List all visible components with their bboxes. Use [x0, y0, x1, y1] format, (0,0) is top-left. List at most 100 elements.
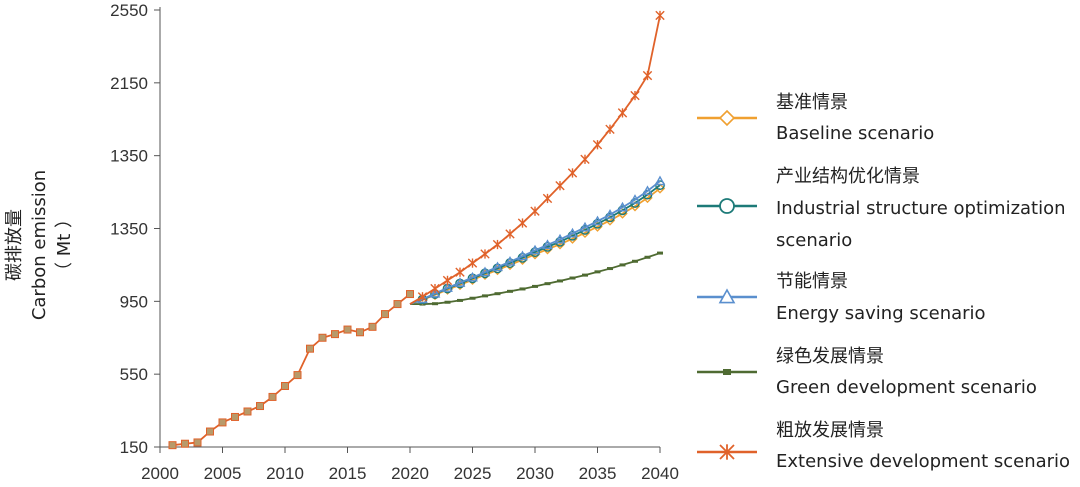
data-point: [517, 250, 528, 261]
data-point: [454, 277, 466, 287]
y-axis-label-cn: 碳排放量: [4, 209, 25, 281]
data-point: [455, 267, 465, 277]
history-point: [206, 427, 214, 436]
legend-marker: [723, 369, 731, 375]
data-point: [642, 70, 653, 81]
x-tick-label: 2040: [641, 464, 679, 483]
legend-marker: [718, 288, 736, 304]
y-tick-label: 1350: [110, 147, 148, 166]
legend-item: 绿色发展情景 Green development scenario: [697, 346, 1037, 398]
data-point: [517, 218, 528, 228]
legend-label-cn: 产业结构优化情景: [776, 166, 920, 187]
legend-label-en: Extensive development scenario: [776, 451, 1070, 472]
legend-label-en: scenario: [776, 230, 852, 251]
legend-label-en: Industrial structure optimization: [776, 198, 1066, 219]
legend-label-cn: 基准情景: [776, 92, 848, 113]
data-point: [417, 292, 428, 302]
history-point: [218, 418, 227, 427]
data-point: [505, 229, 515, 239]
y-axis-label: 碳排放量 Carbon emission （ Mt ）: [4, 170, 75, 320]
data-point: [492, 261, 503, 272]
data-point: [479, 266, 491, 277]
data-point: [654, 175, 666, 186]
data-point: [554, 233, 566, 244]
data-point: [542, 193, 553, 204]
legend-item: 节能情景 Energy saving scenario: [697, 271, 986, 324]
y-tick-label: 2150: [110, 74, 148, 93]
data-point: [567, 227, 578, 238]
legend-item: 产业结构优化情景 Industrial structure optimizatio…: [697, 166, 1066, 251]
x-tick-label: 2025: [454, 464, 492, 483]
legend-marker: [719, 444, 735, 460]
data-point: [580, 154, 590, 165]
series-history: [168, 290, 414, 450]
data-point: [592, 215, 603, 226]
data-point: [592, 140, 603, 150]
history-point: [343, 325, 352, 334]
data-point: [442, 275, 453, 286]
data-point: [642, 185, 653, 196]
data-point: [529, 244, 541, 255]
data-point: [492, 239, 503, 250]
legend-marker: [718, 109, 736, 127]
data-point: [567, 168, 578, 178]
data-point: [629, 194, 641, 204]
legend-label-cn: 节能情景: [776, 271, 848, 292]
history-point: [306, 344, 314, 353]
plot-area: [168, 10, 666, 450]
y-axis-label-en: Carbon emission: [29, 170, 50, 320]
legend-item: 基准情景 Baseline scenario: [697, 92, 934, 144]
legend-marker: [719, 198, 735, 214]
legend-label-en: Energy saving scenario: [776, 303, 986, 324]
y-tick-label: 1350: [110, 220, 148, 239]
legend-label-en: Green development scenario: [776, 377, 1037, 398]
data-point: [604, 209, 616, 219]
data-point: [579, 221, 591, 232]
history-point: [318, 333, 327, 342]
data-point: [480, 249, 490, 259]
series-green-development-scenario: [410, 251, 663, 306]
series-extensive-development-scenario: [409, 10, 665, 305]
data-point: [542, 239, 553, 249]
history-point: [256, 402, 264, 411]
history-point: [331, 330, 339, 339]
y-tick-label: 550: [120, 365, 148, 384]
legend-label-en: Baseline scenario: [776, 123, 934, 144]
data-point: [429, 287, 441, 298]
data-point: [530, 206, 540, 216]
series-energy-saving-scenario: [409, 175, 666, 305]
history-point: [193, 438, 202, 447]
series-line: [409, 15, 661, 305]
x-tick-label: 2000: [141, 464, 179, 483]
history-point: [381, 310, 389, 319]
x-ticks: 2000 2005 2010 2015 2020 2025 2030 2035 2040: [141, 447, 679, 483]
data-point: [655, 10, 665, 21]
data-point: [467, 271, 478, 282]
history-point: [368, 322, 377, 331]
x-tick-label: 2010: [266, 464, 304, 483]
x-tick-label: 2015: [329, 464, 367, 483]
legend: 基准情景 Baseline scenario 产业结构优化情景 Industrial …: [697, 92, 1070, 472]
data-point: [605, 124, 615, 134]
history-point: [168, 441, 177, 450]
history-point: [356, 328, 364, 337]
y-axis-label-unit: （ Mt ）: [54, 210, 75, 280]
history-point: [293, 371, 302, 380]
data-point: [630, 90, 640, 101]
data-point: [442, 282, 453, 292]
history-point: [281, 382, 289, 391]
legend-item: 粗放发展情景 Extensive development scenario: [697, 420, 1070, 472]
y-tick-label: 150: [120, 438, 148, 457]
x-tick-label: 2035: [579, 464, 617, 483]
history-line: [172, 293, 411, 447]
data-point: [467, 258, 478, 268]
x-tick-label: 2020: [391, 464, 429, 483]
data-point: [617, 201, 628, 212]
x-tick-label: 2005: [204, 464, 242, 483]
y-ticks: 150 550 950 1350 1350 2150 2550: [110, 1, 160, 457]
x-tick-label: 2030: [516, 464, 554, 483]
history-point: [406, 290, 414, 299]
data-point: [617, 108, 628, 118]
data-point: [555, 181, 565, 191]
